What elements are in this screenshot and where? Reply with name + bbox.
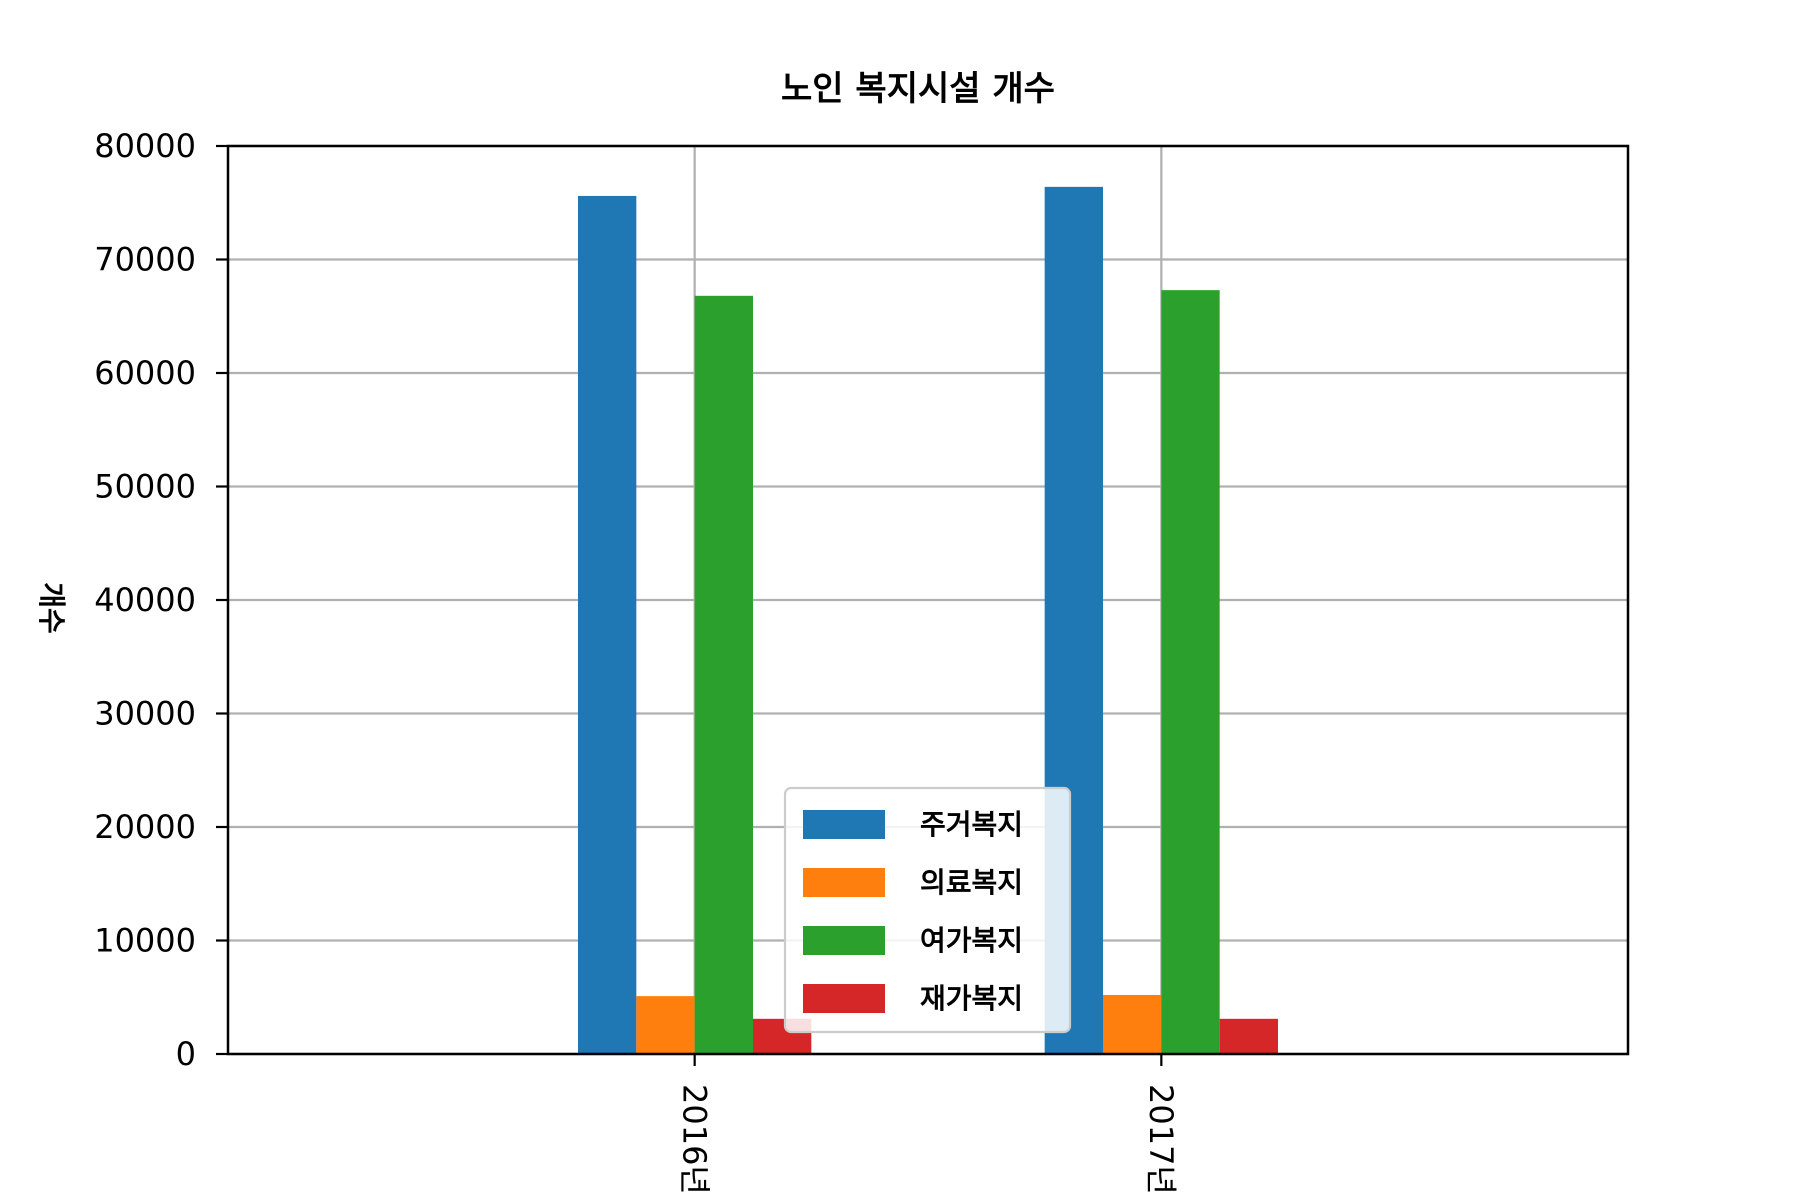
legend-box [783,786,1072,1034]
bar-2-2 [1103,994,1162,1054]
legend-swatch-1 [803,810,885,839]
y-tick-label: 0 [176,1035,196,1073]
bar-3-2 [1161,290,1220,1054]
x-tick-label: 2016년 [675,1084,713,1195]
bar-2-1 [636,996,695,1054]
legend-swatch-4 [803,984,885,1013]
y-tick-label: 70000 [94,241,196,279]
y-tick-label: 60000 [94,354,196,392]
y-axis: 0 10000 20000 30000 40000 50000 60000 70000 8000… [94,127,228,1073]
bar-1-1 [578,195,637,1054]
y-tick-label: 40000 [94,581,196,619]
x-tick-label: 2017년 [1142,1084,1180,1195]
x-axis: 2016년 2017년 [675,1054,1180,1195]
legend-swatch-2 [803,868,885,897]
bar-3-1 [694,295,753,1054]
bar-4-2 [1219,1018,1278,1054]
legend-label-2: 의료복지 [920,866,1023,899]
legend-label-4: 재가복지 [920,982,1023,1015]
bars [578,186,1278,1055]
legend-label-1: 주거복지 [920,808,1023,841]
chart-title: 노인 복지시설 개수 [781,69,1055,109]
y-tick-label: 50000 [94,468,196,506]
y-tick-label: 10000 [94,922,196,960]
legend-swatch-3 [803,926,885,955]
y-tick-label: 20000 [94,808,196,846]
legend-label-3: 여가복지 [920,924,1023,957]
y-tick-label: 30000 [94,695,196,733]
y-axis-label: 개수 [35,582,68,634]
y-tick-label: 80000 [94,127,196,165]
